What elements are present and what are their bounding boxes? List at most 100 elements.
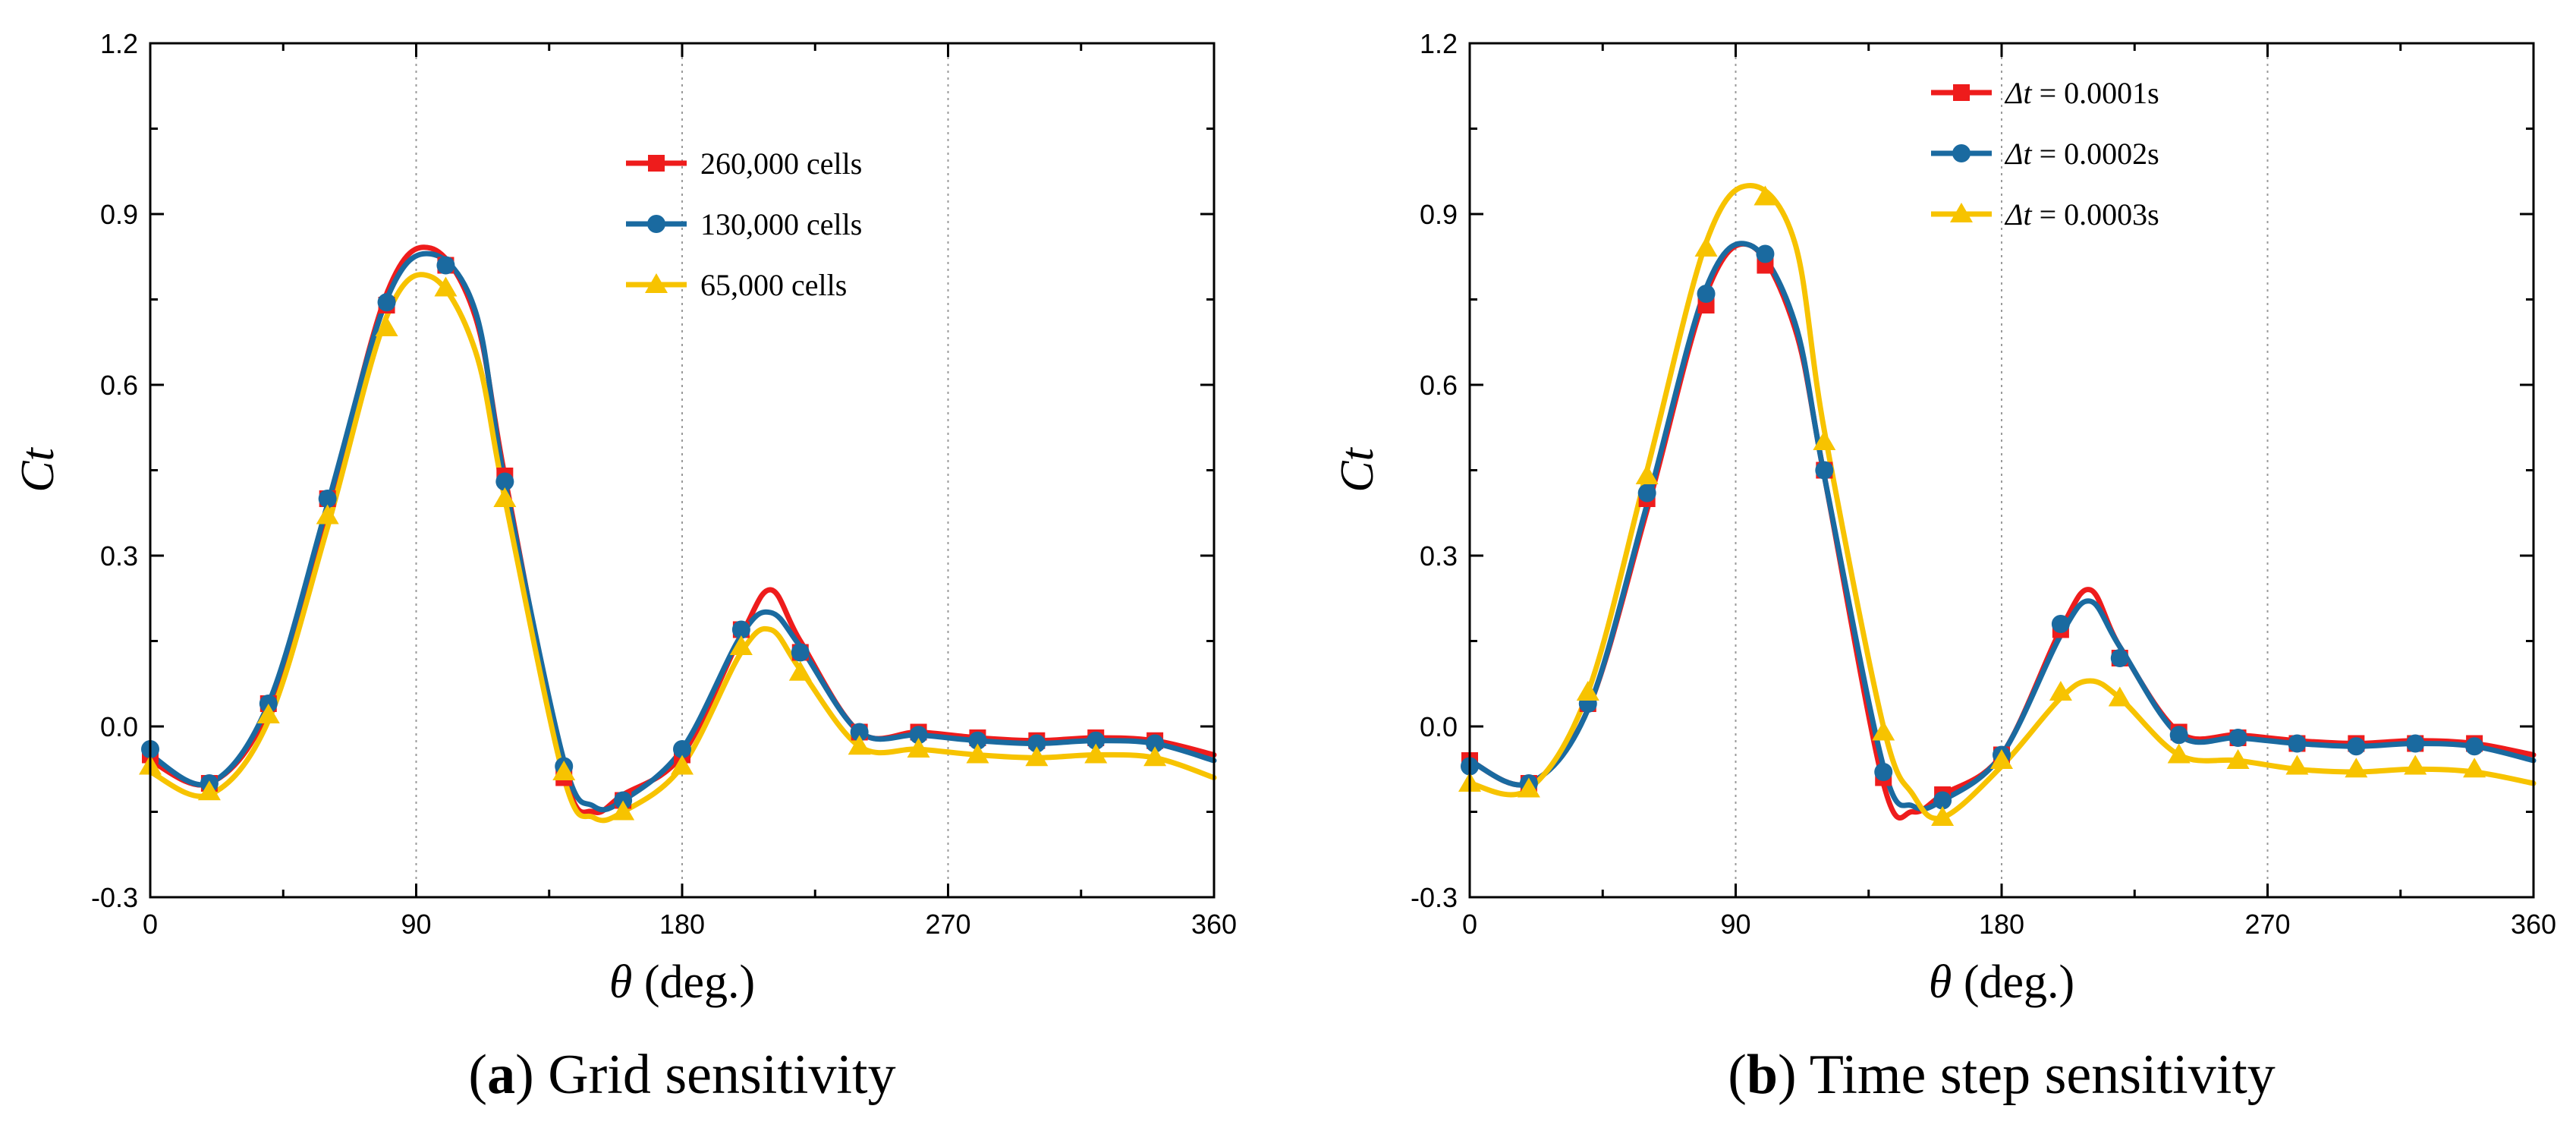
data-point-series-3 <box>2167 743 2191 764</box>
x-tick-label: 360 <box>1191 909 1237 940</box>
caption-open-paren: ( <box>468 1044 487 1106</box>
x-axis-unit: (deg.) <box>1952 956 2074 1008</box>
series-line-2 <box>1467 241 2537 812</box>
legend-label-3: Δt = 0.0003s <box>2004 197 2159 232</box>
data-point-series-3 <box>1694 237 1718 257</box>
data-point-series-2 <box>1637 484 1656 502</box>
data-point-series-3 <box>256 704 280 723</box>
data-point-series-3 <box>2285 755 2309 775</box>
data-point-series-3 <box>848 735 871 755</box>
data-point-series-3 <box>1813 430 1836 450</box>
legend-marker-2 <box>1952 144 1971 162</box>
panel-caption: (b) Time step sensitivity <box>1728 1044 2276 1106</box>
legend-label-2: Δt = 0.0002s <box>2004 137 2159 171</box>
data-point-series-3 <box>1635 465 1659 484</box>
caption-panel-label: b <box>1747 1044 1778 1106</box>
data-point-series-3 <box>1143 746 1167 767</box>
data-point-series-3 <box>2226 749 2250 769</box>
data-point-series-2 <box>731 620 750 639</box>
y-tick-label: 1.2 <box>100 28 138 59</box>
x-tick-label: 90 <box>1720 909 1750 940</box>
x-axis-title: θ (deg.) <box>609 956 755 1008</box>
x-tick-label: 0 <box>143 909 158 940</box>
x-tick-label: 180 <box>659 909 705 940</box>
data-point-series-3 <box>907 738 930 758</box>
y-tick-label: 0.0 <box>1420 711 1458 742</box>
data-point-series-3 <box>729 635 753 655</box>
caption-open-paren: ( <box>1728 1044 1747 1106</box>
y-tick-label: 0.6 <box>100 370 138 401</box>
legend-marker-1 <box>1953 84 1970 101</box>
data-point-series-2 <box>850 723 869 742</box>
legend-label-1: Δt = 0.0001s <box>2004 76 2159 110</box>
data-point-series-3 <box>493 487 517 507</box>
data-point-series-2 <box>1933 791 1952 810</box>
legend-marker-3 <box>645 273 668 293</box>
data-point-series-2 <box>495 472 514 491</box>
data-point-series-3 <box>1025 746 1049 767</box>
data-point-series-2 <box>2169 726 2188 745</box>
data-point-series-2 <box>2347 737 2366 756</box>
data-point-series-3 <box>1576 681 1599 701</box>
x-axis-unit: (deg.) <box>632 956 755 1008</box>
panel-a-grid-sensitivity: 0 90 180 270 360 -0.3 0.0 0.3 0.6 0.9 1.2 θ (deg.) C… <box>12 28 1237 1106</box>
data-point-series-3 <box>1872 720 1895 741</box>
y-axis-title: Ct <box>12 446 64 492</box>
x-axis-title: θ (deg.) <box>1929 956 2074 1008</box>
data-point-series-2 <box>909 726 928 745</box>
y-tick-label: 0.9 <box>1420 199 1458 230</box>
data-point-series-2 <box>2051 615 2070 633</box>
data-point-series-2 <box>2228 729 2247 747</box>
data-point-series-3 <box>552 761 576 780</box>
data-point-series-3 <box>612 800 635 821</box>
x-tick-label: 270 <box>925 909 970 940</box>
data-point-series-2 <box>2288 734 2307 753</box>
data-point-series-2 <box>1027 734 1046 753</box>
x-axis-symbol: θ <box>1929 956 1952 1008</box>
legend-label-3: 65,000 cells <box>700 268 847 302</box>
data-point-series-3 <box>1990 749 2013 769</box>
x-axis-symbol: θ <box>609 956 632 1008</box>
data-point-series-3 <box>1754 185 1777 206</box>
data-point-series-3 <box>197 780 221 801</box>
series-line-2 <box>147 250 1217 813</box>
y-tick-label: -0.3 <box>1411 882 1458 913</box>
data-point-series-2 <box>2110 649 2129 667</box>
data-point-series-3 <box>2463 758 2486 778</box>
y-tick-label: 0.3 <box>1420 540 1458 572</box>
x-tick-label: 0 <box>1462 909 1477 940</box>
panel-caption: (a) Grid sensitivity <box>468 1044 895 1106</box>
x-tick-label: 90 <box>401 909 431 940</box>
data-point-series-3 <box>2404 755 2427 775</box>
panel-b-time-step-sensitivity: 0 90 180 270 360 -0.3 0.0 0.3 0.6 0.9 1.2 θ (deg.) C… <box>1332 28 2556 1106</box>
data-point-series-2 <box>1087 731 1106 750</box>
data-point-series-2 <box>1697 285 1716 303</box>
y-tick-label: 1.2 <box>1420 28 1458 59</box>
data-point-series-2 <box>1146 734 1165 753</box>
legend-value: = 0.0002s <box>2032 137 2159 171</box>
data-point-series-2 <box>436 256 455 275</box>
data-point-series-3 <box>1084 743 1108 764</box>
data-point-series-2 <box>318 490 337 508</box>
legend-label-2: 130,000 cells <box>700 207 862 241</box>
data-point-series-3 <box>2108 686 2131 707</box>
legend-symbol: Δt <box>2004 76 2032 110</box>
x-tick-label: 180 <box>1979 909 2024 940</box>
data-point-series-2 <box>968 731 987 750</box>
data-point-series-2 <box>791 643 810 662</box>
data-point-series-2 <box>1756 244 1775 263</box>
data-point-series-3 <box>671 755 694 775</box>
caption-text: ) Time step sensitivity <box>1778 1044 2276 1106</box>
y-tick-label: 0.6 <box>1420 370 1458 401</box>
legend-symbol: Δt <box>2004 197 2032 232</box>
data-point-series-3 <box>966 743 989 764</box>
data-point-series-2 <box>673 740 691 758</box>
legend-value: = 0.0003s <box>2032 197 2159 232</box>
legend-marker-1 <box>648 155 665 172</box>
x-tick-label: 360 <box>2511 909 2556 940</box>
legend-marker-2 <box>647 215 665 233</box>
data-point-series-3 <box>434 276 458 297</box>
data-point-series-2 <box>2406 734 2425 753</box>
data-point-series-3 <box>788 660 812 681</box>
